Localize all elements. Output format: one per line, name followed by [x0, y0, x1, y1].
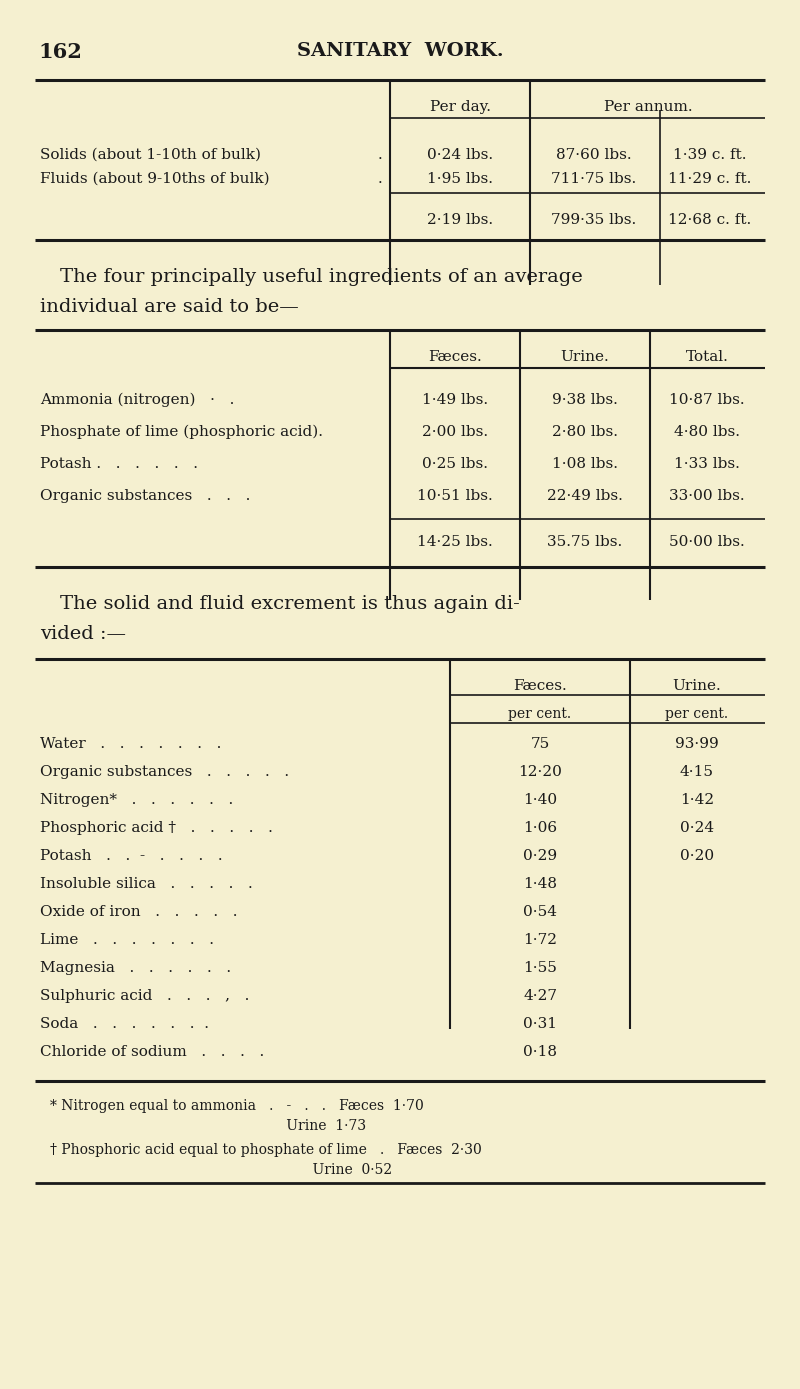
Text: 0·25 lbs.: 0·25 lbs. [422, 457, 488, 471]
Text: The four principally useful ingredients of an average: The four principally useful ingredients … [60, 268, 582, 286]
Text: Urine.: Urine. [673, 679, 722, 693]
Text: 1·39 c. ft.: 1·39 c. ft. [674, 149, 746, 163]
Text: 2·80 lbs.: 2·80 lbs. [552, 425, 618, 439]
Text: 0·18: 0·18 [523, 1045, 557, 1058]
Text: 1·33 lbs.: 1·33 lbs. [674, 457, 740, 471]
Text: Nitrogen*   .   .   .   .   .   .: Nitrogen* . . . . . . [40, 793, 234, 807]
Text: 10·87 lbs.: 10·87 lbs. [669, 393, 745, 407]
Text: 4·80 lbs.: 4·80 lbs. [674, 425, 740, 439]
Text: Oxide of iron   .   .   .   .   .: Oxide of iron . . . . . [40, 906, 238, 920]
Text: Per annum.: Per annum. [604, 100, 692, 114]
Text: Water   .   .   .   .   .   .   .: Water . . . . . . . [40, 738, 222, 751]
Text: 9·38 lbs.: 9·38 lbs. [552, 393, 618, 407]
Text: Fæces.: Fæces. [428, 350, 482, 364]
Text: 0·31: 0·31 [523, 1017, 557, 1031]
Text: 0·54: 0·54 [523, 906, 557, 920]
Text: 162: 162 [38, 42, 82, 63]
Text: Fluids (about 9-10ths of bulk): Fluids (about 9-10ths of bulk) [40, 172, 270, 186]
Text: 0·24 lbs.: 0·24 lbs. [427, 149, 493, 163]
Text: Insoluble silica   .   .   .   .   .: Insoluble silica . . . . . [40, 876, 253, 890]
Text: The solid and fluid excrement is thus again di-: The solid and fluid excrement is thus ag… [60, 594, 520, 613]
Text: 1·40: 1·40 [523, 793, 557, 807]
Text: 11·29 c. ft.: 11·29 c. ft. [668, 172, 752, 186]
Text: 50·00 lbs.: 50·00 lbs. [669, 535, 745, 549]
Text: Potash .   .   .   .   .   .: Potash . . . . . . [40, 457, 198, 471]
Text: Ammonia (nitrogen)   ·   .: Ammonia (nitrogen) · . [40, 393, 234, 407]
Text: 1·95 lbs.: 1·95 lbs. [427, 172, 493, 186]
Text: Chloride of sodium   .   .   .   .: Chloride of sodium . . . . [40, 1045, 264, 1058]
Text: .: . [378, 149, 382, 163]
Text: Magnesia   .   .   .   .   .   .: Magnesia . . . . . . [40, 961, 231, 975]
Text: Sulphuric acid   .   .   .   ,   .: Sulphuric acid . . . , . [40, 989, 250, 1003]
Text: 799·35 lbs.: 799·35 lbs. [551, 213, 637, 226]
Text: 14·25 lbs.: 14·25 lbs. [417, 535, 493, 549]
Text: Organic substances   .   .   .: Organic substances . . . [40, 489, 250, 503]
Text: 0·29: 0·29 [523, 849, 557, 863]
Text: individual are said to be—: individual are said to be— [40, 299, 298, 317]
Text: Phosphoric acid †   .   .   .   .   .: Phosphoric acid † . . . . . [40, 821, 273, 835]
Text: 1·42: 1·42 [680, 793, 714, 807]
Text: 4·27: 4·27 [523, 989, 557, 1003]
Text: 0·20: 0·20 [680, 849, 714, 863]
Text: 87·60 lbs.: 87·60 lbs. [556, 149, 632, 163]
Text: 75: 75 [530, 738, 550, 751]
Text: vided :—: vided :— [40, 625, 126, 643]
Text: 0·24: 0·24 [680, 821, 714, 835]
Text: 35.75 lbs.: 35.75 lbs. [547, 535, 622, 549]
Text: 93·99: 93·99 [675, 738, 719, 751]
Text: 2·00 lbs.: 2·00 lbs. [422, 425, 488, 439]
Text: 22·49 lbs.: 22·49 lbs. [547, 489, 623, 503]
Text: Potash   .   .  -   .   .   .   .: Potash . . - . . . . [40, 849, 222, 863]
Text: Soda   .   .   .   .   .   .  .: Soda . . . . . . . [40, 1017, 209, 1031]
Text: Urine.: Urine. [561, 350, 610, 364]
Text: 4·15: 4·15 [680, 765, 714, 779]
Text: .: . [378, 172, 382, 186]
Text: per cent.: per cent. [509, 707, 571, 721]
Text: Lime   .   .   .   .   .   .   .: Lime . . . . . . . [40, 933, 214, 947]
Text: 1·06: 1·06 [523, 821, 557, 835]
Text: 1·72: 1·72 [523, 933, 557, 947]
Text: 1·55: 1·55 [523, 961, 557, 975]
Text: 2·19 lbs.: 2·19 lbs. [427, 213, 493, 226]
Text: Fæces.: Fæces. [513, 679, 567, 693]
Text: Per day.: Per day. [430, 100, 490, 114]
Text: Organic substances   .   .   .   .   .: Organic substances . . . . . [40, 765, 289, 779]
Text: per cent.: per cent. [666, 707, 729, 721]
Text: Total.: Total. [686, 350, 729, 364]
Text: 33·00 lbs.: 33·00 lbs. [669, 489, 745, 503]
Text: Urine  0·52: Urine 0·52 [50, 1163, 392, 1176]
Text: 10·51 lbs.: 10·51 lbs. [417, 489, 493, 503]
Text: 1·48: 1·48 [523, 876, 557, 890]
Text: SANITARY  WORK.: SANITARY WORK. [297, 42, 503, 60]
Text: 12·20: 12·20 [518, 765, 562, 779]
Text: Solids (about 1-10th of bulk): Solids (about 1-10th of bulk) [40, 149, 261, 163]
Text: 711·75 lbs.: 711·75 lbs. [551, 172, 637, 186]
Text: † Phosphoric acid equal to phosphate of lime   .   Fæces  2·30: † Phosphoric acid equal to phosphate of … [50, 1143, 482, 1157]
Text: Phosphate of lime (phosphoric acid).: Phosphate of lime (phosphoric acid). [40, 425, 323, 439]
Text: * Nitrogen equal to ammonia   .   -   .   .   Fæces  1·70: * Nitrogen equal to ammonia . - . . Fæce… [50, 1099, 424, 1113]
Text: 12·68 c. ft.: 12·68 c. ft. [668, 213, 752, 226]
Text: Urine  1·73: Urine 1·73 [50, 1120, 366, 1133]
Text: 1·08 lbs.: 1·08 lbs. [552, 457, 618, 471]
Text: 1·49 lbs.: 1·49 lbs. [422, 393, 488, 407]
